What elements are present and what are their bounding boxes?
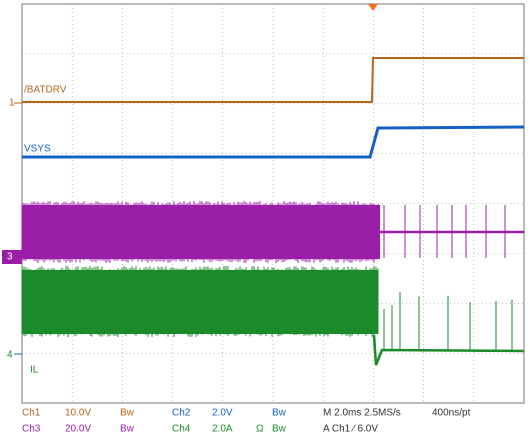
setting: Bw [120,408,135,419]
setting: Ch2 [172,408,191,419]
setting: A Ch1 ∕ 6.0V [323,424,378,435]
setting: Ch3 [22,424,41,435]
trace-ch4 [372,334,525,366]
waveforms [21,57,525,366]
channel-marker: 4 [7,350,13,361]
setting: 2.0V [212,408,233,419]
settings-bar: Ch1 10.0V Bw Ch2 2.0V Bw M 2.0ms 2.5MS/s 400ns/… [22,408,471,435]
setting: Ω [256,424,264,435]
setting: Bw [272,408,287,419]
channel-marker: 1 [9,98,15,109]
trace-label: VSYS [24,144,51,155]
channel-marker: 3 [7,252,13,263]
trace-label: /BATDRV [24,85,67,96]
setting: 400ns/pt [432,408,471,419]
setting: 2.0A [212,424,233,435]
trace-ch1 [22,57,524,103]
setting: Bw [120,424,135,435]
setting: Bw [272,424,287,435]
trigger-position [368,4,378,11]
setting: M 2.0ms 2.5MS/s [323,408,401,419]
trace-label: IL [30,365,39,376]
setting: 10.0V [65,408,91,419]
setting: Ch1 [22,408,41,419]
setting: Ch4 [172,424,191,435]
setting: 20.0V [65,424,91,435]
trace-ch2 [22,125,525,159]
marker-box [2,250,22,264]
